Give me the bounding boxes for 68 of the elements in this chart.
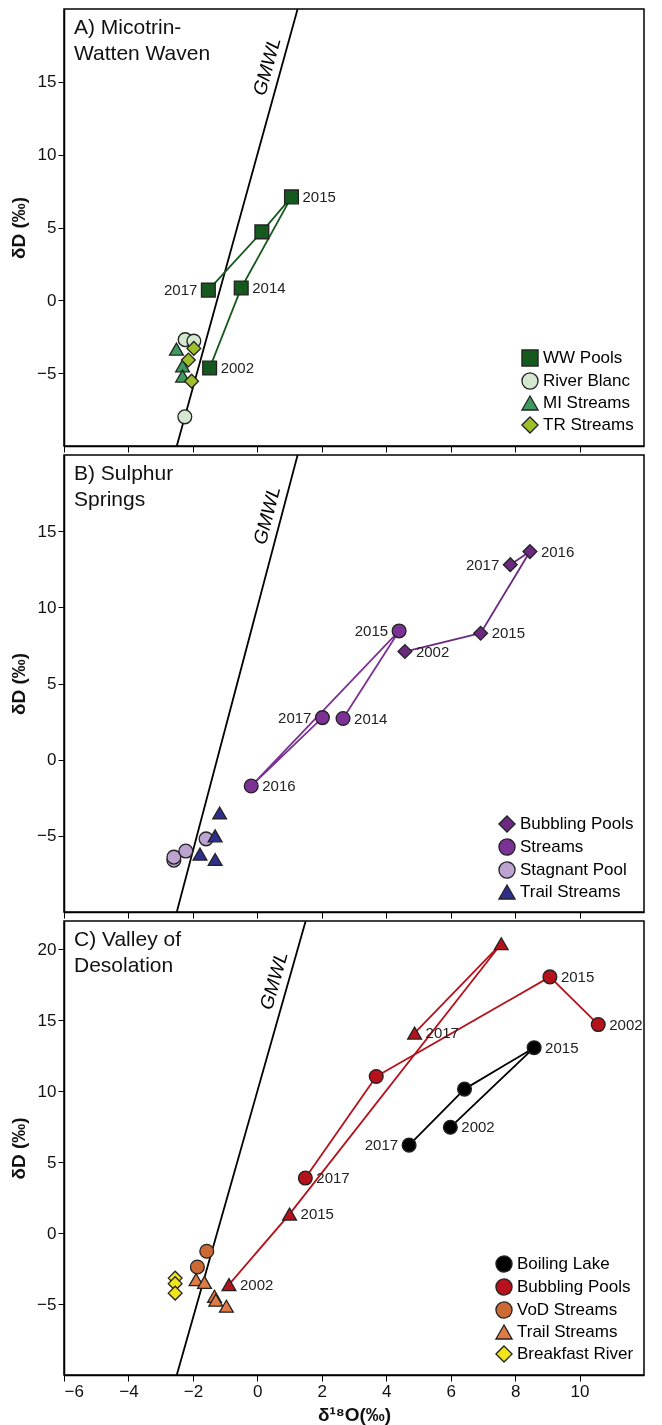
y-axis-title: δD (‰) (8, 1117, 30, 1180)
annotation: 2002 (220, 359, 255, 377)
annotation: 2017 (278, 708, 312, 726)
y-tick-label: 10 (37, 597, 57, 617)
annotation: 2017 (163, 281, 198, 299)
y-tick-label: −5 (37, 363, 57, 383)
legend-label: Trail Streams (517, 1322, 618, 1341)
y-tick-label: −5 (37, 1294, 57, 1314)
legend-label: Streams (520, 837, 584, 856)
y-tick-label: 0 (47, 750, 57, 770)
x-tick-label: 10 (570, 1381, 590, 1401)
text: A) Micotrin- Watten Waven (74, 15, 211, 64)
y-tick-label: 15 (37, 72, 57, 92)
x-tick-label: 8 (510, 1381, 521, 1401)
annotation: 2014 (252, 278, 286, 296)
y-tick-label: 5 (47, 1152, 57, 1172)
annotation: 2015 (545, 1038, 579, 1056)
y-tick-label: 15 (37, 1010, 57, 1030)
y-tick-label: 5 (47, 218, 57, 237)
annotation: 2017 (465, 555, 500, 573)
x-tick-label: −2 (183, 1381, 204, 1401)
x-tick-label: 0 (253, 1381, 263, 1401)
y-tick-label: 0 (47, 1223, 57, 1243)
annotation: 2017 (364, 1136, 399, 1154)
y-axis-title: δD (‰) (8, 196, 30, 260)
x-tick-label: 2 (317, 1381, 328, 1401)
legend-label: Trail Streams (520, 882, 621, 901)
y-tick-label: 10 (37, 1081, 57, 1101)
y-tick-label: 0 (47, 290, 57, 310)
annotation: 2015 (300, 1205, 334, 1223)
legend-label: River Blanc (543, 371, 631, 390)
annotation: 2002 (609, 1015, 643, 1033)
legend-label: MI Streams (543, 393, 630, 412)
text: GMWL (255, 949, 292, 1012)
x-tick-label: −4 (119, 1381, 139, 1401)
legend-label: Bubbling Pools (520, 814, 634, 833)
legend-label: Stagnant Pool (520, 860, 627, 879)
x-tick-label: −6 (64, 1381, 84, 1401)
legend-label: Breakfast River (517, 1344, 634, 1363)
annotation: 2015 (302, 187, 336, 205)
annotation: 2015 (354, 621, 389, 639)
y-tick-label: 15 (37, 521, 57, 541)
annotation: 2016 (540, 542, 575, 560)
y-tick-label: 10 (37, 145, 57, 165)
y-tick-label: 20 (37, 939, 57, 959)
annotation: 2015 (491, 624, 526, 642)
text: C) Valley of Desolation (74, 927, 182, 976)
legend-label: Bubbling Pools (517, 1277, 631, 1296)
legend-label: Boiling Lake (517, 1254, 610, 1273)
x-tick-label: 6 (446, 1381, 456, 1401)
annotation: 2002 (415, 642, 450, 660)
y-tick-label: −5 (37, 826, 57, 846)
text: GMWL (248, 484, 285, 547)
annotation: 2016 (262, 777, 296, 795)
text: GMWL (248, 35, 285, 98)
legend-label: WW Pools (543, 348, 623, 367)
annotation: 2017 (316, 1169, 350, 1187)
y-axis-title: δD (‰) (8, 652, 30, 716)
y-tick-label: 5 (47, 674, 57, 693)
annotation: 2015 (560, 967, 595, 985)
annotation: 2002 (239, 1275, 274, 1293)
legend-label: TR Streams (543, 415, 634, 434)
annotation: 2014 (354, 709, 388, 727)
x-axis-title: δ¹⁸O(‰) (317, 1403, 392, 1425)
legend-label: VoD Streams (517, 1300, 618, 1319)
text: B) Sulphur Springs (74, 461, 174, 510)
annotation: 2002 (461, 1118, 495, 1136)
x-tick-label: 4 (381, 1381, 392, 1401)
